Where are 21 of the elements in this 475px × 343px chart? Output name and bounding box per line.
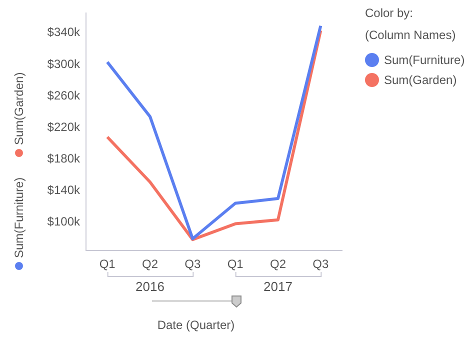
y-tick-label: $260k — [47, 88, 81, 102]
x-tick-label: Q1 — [99, 257, 116, 272]
y-tick-label: $300k — [47, 56, 81, 71]
x-tick-label: Q1 — [227, 257, 244, 272]
text: 2016 — [136, 279, 164, 294]
y-tick-label: $340k — [47, 25, 81, 40]
y-tick-label: $100k — [47, 214, 81, 229]
legend-label: Sum(Furniture) — [384, 52, 465, 69]
y-tick-label: $140k — [47, 182, 81, 197]
legend-title: Color by: (Column Names) — [365, 5, 457, 44]
x-tick-label: Q3 — [184, 257, 201, 272]
x-tick-label: Q2 — [270, 257, 286, 272]
legend-label: Sum(Garden) — [384, 72, 457, 89]
x-axis-title: Date (Quarter) — [157, 318, 235, 332]
y-tick-label: $220k — [47, 120, 81, 134]
text: Sum(Furniture) — [12, 177, 26, 258]
y-tick-label: $180k — [47, 151, 81, 166]
x-tick-label: Q3 — [312, 257, 329, 272]
text: 2017 — [264, 279, 292, 294]
x-tick-label: Q2 — [142, 257, 158, 272]
text: Sum(Garden) — [12, 72, 26, 146]
